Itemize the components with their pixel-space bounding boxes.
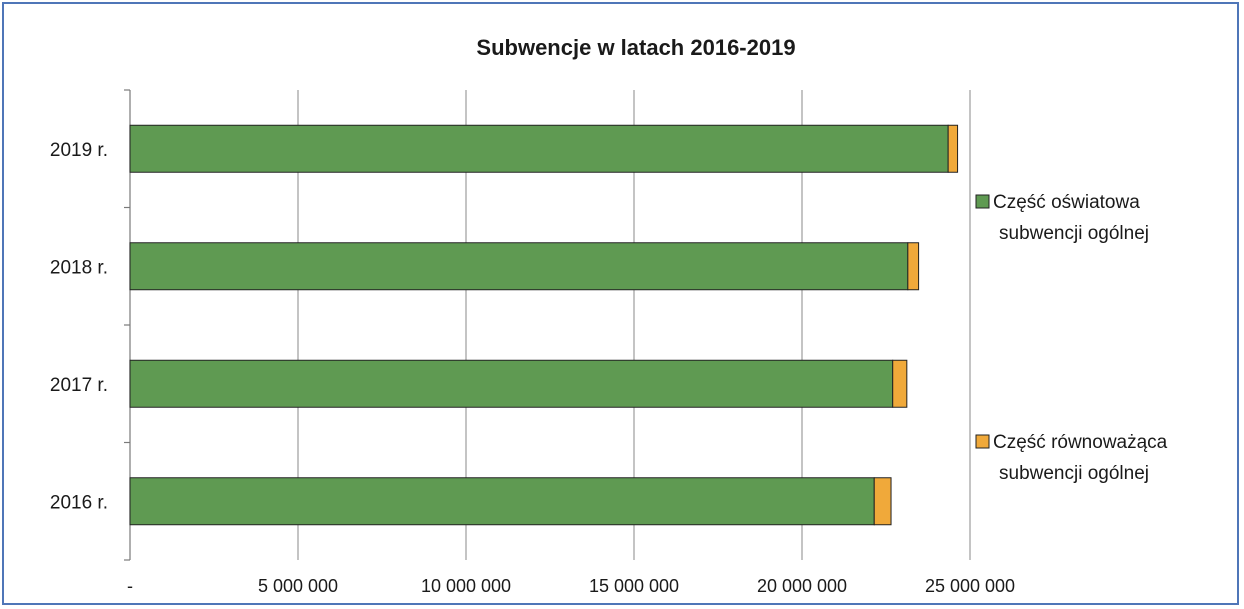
legend-label: subwencji ogólnej bbox=[999, 463, 1149, 484]
x-tick-label: - bbox=[127, 576, 133, 596]
bar-oswiatowa bbox=[129, 242, 909, 291]
tick-labels: - 5 000 000 10 000 000 15 000 000 20 000 000… bbox=[50, 140, 1015, 596]
category-label: 2017 r. bbox=[50, 375, 108, 396]
bar-oswiatowa bbox=[129, 477, 875, 526]
legend-swatch bbox=[975, 434, 990, 449]
x-tick-label: 5 000 000 bbox=[258, 576, 338, 596]
category-label: 2019 r. bbox=[50, 140, 108, 161]
legend-swatch bbox=[975, 194, 990, 209]
legend: Część oświatowa subwencji ogólnej Część ró… bbox=[975, 192, 1168, 484]
chart: Subwencje w latach 2016-2019 - 5 000 000 1… bbox=[50, 35, 1168, 596]
axes bbox=[124, 89, 131, 561]
category-label: 2018 r. bbox=[50, 257, 108, 278]
bar-rownowazaca bbox=[873, 477, 892, 526]
x-tick-label: 25 000 000 bbox=[925, 576, 1015, 596]
bar-rownowazaca bbox=[907, 242, 920, 291]
chart-title: Subwencje w latach 2016-2019 bbox=[476, 35, 795, 60]
legend-label: Część oświatowa bbox=[993, 192, 1140, 213]
bars bbox=[129, 124, 959, 526]
x-tick-label: 20 000 000 bbox=[757, 576, 847, 596]
bar-rownowazaca bbox=[892, 359, 908, 408]
legend-label: Część równoważąca bbox=[993, 432, 1168, 453]
x-tick-label: 15 000 000 bbox=[589, 576, 679, 596]
category-label: 2016 r. bbox=[50, 492, 108, 513]
bar-oswiatowa bbox=[129, 359, 894, 408]
legend-label: subwencji ogólnej bbox=[999, 223, 1149, 244]
bar-oswiatowa bbox=[129, 124, 949, 173]
bar-rownowazaca bbox=[947, 124, 959, 173]
x-tick-label: 10 000 000 bbox=[421, 576, 511, 596]
